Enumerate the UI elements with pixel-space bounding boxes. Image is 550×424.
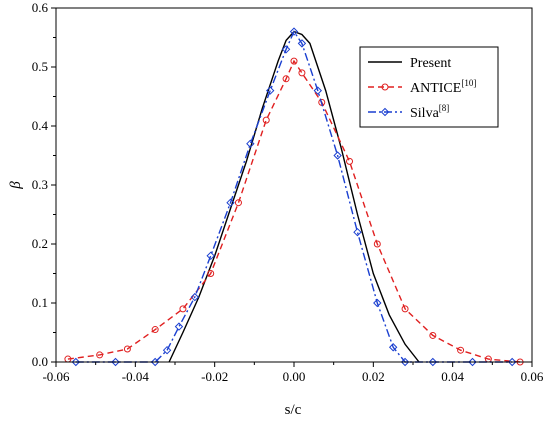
data-point [401,305,409,313]
x-tick-label: 0.06 [521,369,544,384]
data-point [162,345,172,355]
legend: Present ANTICE[10] Silva[8] [359,46,499,128]
data-point [333,151,342,160]
data-point [246,139,255,148]
x-tick-label: -0.06 [42,369,70,384]
data-point [346,157,354,165]
x-tick-label: 0.00 [283,369,306,384]
series-line [75,30,513,363]
legend-label: Present [410,56,451,71]
x-axis-title: s/c [285,402,302,418]
data-point [151,326,159,334]
data-point [262,116,270,124]
data-point [297,39,307,48]
data-point [190,292,200,302]
y-tick-label: 0.0 [32,354,48,369]
data-point [507,357,517,367]
y-tick-label: 0.1 [32,295,48,310]
data-point [429,331,437,339]
data-point [290,57,298,65]
y-tick-label: 0.5 [32,59,48,74]
data-point [400,357,410,367]
data-point [289,27,299,36]
series-line [67,59,521,363]
x-tick-label: 0.02 [362,369,385,384]
y-tick-label: 0.2 [32,236,48,251]
data-point [206,251,215,261]
series-antice [64,57,524,366]
data-point [388,343,398,352]
x-tick-label: -0.02 [201,369,228,384]
data-point [111,357,120,367]
series-layer [64,27,524,367]
data-point [123,345,131,353]
data-point [96,351,104,359]
data-point [281,45,291,54]
legend-label: ANTICE[10] [410,78,476,96]
legend-label: Silva[8] [410,103,449,121]
data-point [428,357,438,367]
data-point [226,198,235,207]
data-point [207,270,215,277]
data-point [150,357,160,367]
y-tick-label: 0.4 [32,118,49,133]
data-point [468,357,477,367]
y-tick-label: 0.3 [32,177,48,192]
data-point [373,298,382,308]
y-axis-title: β [8,181,24,190]
legend-marker [381,83,389,91]
series-silva [71,27,517,367]
x-tick-label: -0.04 [122,369,150,384]
data-point [265,86,275,95]
axes-layer: -0.06 -0.04 -0.02 0.00 0.02 0.04 0.06 0.0 0.1 0.2… [32,0,544,384]
data-point [298,69,306,77]
data-point [457,346,465,354]
data-point [373,240,381,248]
data-point [282,75,290,83]
data-point [313,86,323,95]
data-point [174,322,184,331]
y-tick-label: 0.6 [32,0,49,15]
data-point [179,305,187,313]
x-tick-label: 0.04 [441,369,464,384]
data-point [234,199,242,207]
data-point [71,357,81,367]
legend-marker [380,107,390,117]
data-point [353,227,362,237]
